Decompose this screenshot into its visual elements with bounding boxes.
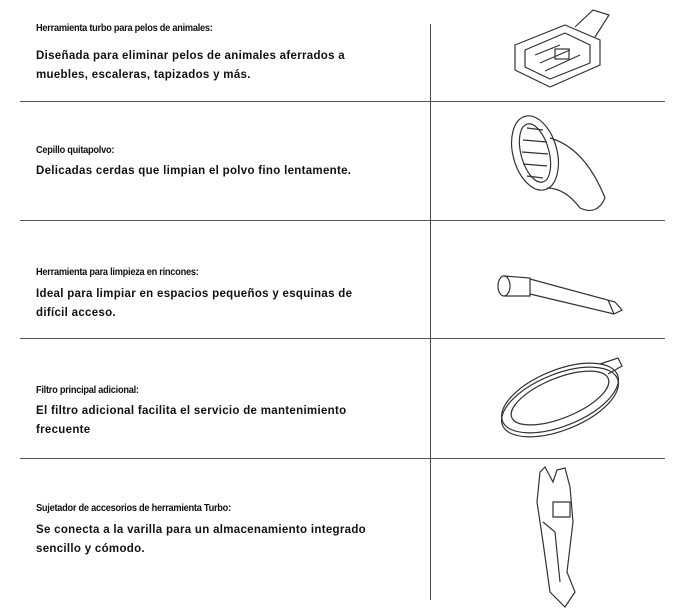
accessory-title: Cepillo quitapolvo:: [36, 144, 115, 156]
row-separator: [20, 458, 665, 459]
turbo-tool-image: [514, 9, 610, 88]
row-separator: [20, 338, 665, 339]
filter-image: [500, 357, 623, 438]
holder-image: [536, 466, 576, 608]
accessory-title: Herramienta turbo para pelos de animales…: [36, 22, 213, 34]
column-divider: [430, 24, 431, 600]
row-separator: [20, 220, 665, 221]
accessory-description: Diseñada para eliminar pelos de animales…: [36, 50, 345, 81]
accessory-title: Filtro principal adicional:: [36, 384, 139, 396]
accessory-description: Delicadas cerdas que limpian el polvo fi…: [36, 165, 352, 177]
row-separator: [20, 101, 665, 102]
accessory-description: Se conecta a la varilla para un almacena…: [36, 524, 366, 555]
accessory-description: El filtro adicional facilita el servicio…: [36, 405, 347, 436]
accessory-title: Herramienta para limpieza en rincones:: [36, 266, 199, 278]
accessory-title: Sujetador de accesorios de herramienta T…: [36, 502, 231, 514]
crevice-tool-image: [497, 275, 623, 315]
accessory-description: Ideal para limpiar en espacios pequeños …: [36, 288, 353, 319]
dust-brush-image: [510, 115, 606, 211]
